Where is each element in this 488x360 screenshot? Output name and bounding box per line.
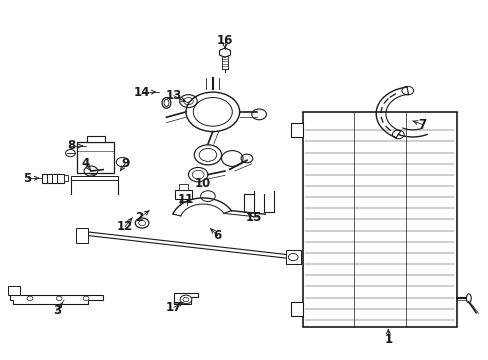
Bar — [64, 175, 68, 181]
Text: 13: 13 — [165, 89, 182, 102]
Polygon shape — [10, 295, 103, 304]
Text: 10: 10 — [195, 177, 211, 190]
Text: 7: 7 — [418, 118, 426, 131]
Text: 14: 14 — [134, 86, 150, 99]
Text: 17: 17 — [165, 301, 182, 314]
Bar — [76, 228, 88, 243]
Polygon shape — [88, 232, 293, 259]
Bar — [285, 250, 300, 264]
Text: 15: 15 — [245, 211, 262, 224]
Bar — [178, 184, 188, 190]
Text: 3: 3 — [53, 305, 61, 318]
Text: 6: 6 — [213, 229, 222, 242]
Circle shape — [139, 221, 145, 226]
Text: 1: 1 — [384, 333, 391, 346]
Bar — [87, 136, 104, 142]
Text: 12: 12 — [117, 220, 133, 233]
Bar — [77, 142, 114, 173]
Bar — [174, 190, 192, 199]
Polygon shape — [173, 293, 198, 304]
Bar — [290, 302, 303, 316]
Bar — [8, 286, 20, 295]
Text: 2: 2 — [135, 211, 143, 224]
Text: 8: 8 — [67, 139, 75, 152]
Text: 11: 11 — [178, 193, 194, 206]
Polygon shape — [219, 48, 230, 57]
Text: 5: 5 — [23, 172, 32, 185]
Circle shape — [135, 218, 149, 228]
Bar — [42, 174, 64, 183]
Bar — [290, 123, 303, 137]
Text: 16: 16 — [216, 33, 233, 47]
Bar — [71, 176, 118, 180]
Circle shape — [180, 295, 191, 304]
Text: 9: 9 — [121, 157, 129, 170]
Text: 4: 4 — [81, 157, 90, 170]
Bar — [303, 112, 456, 327]
